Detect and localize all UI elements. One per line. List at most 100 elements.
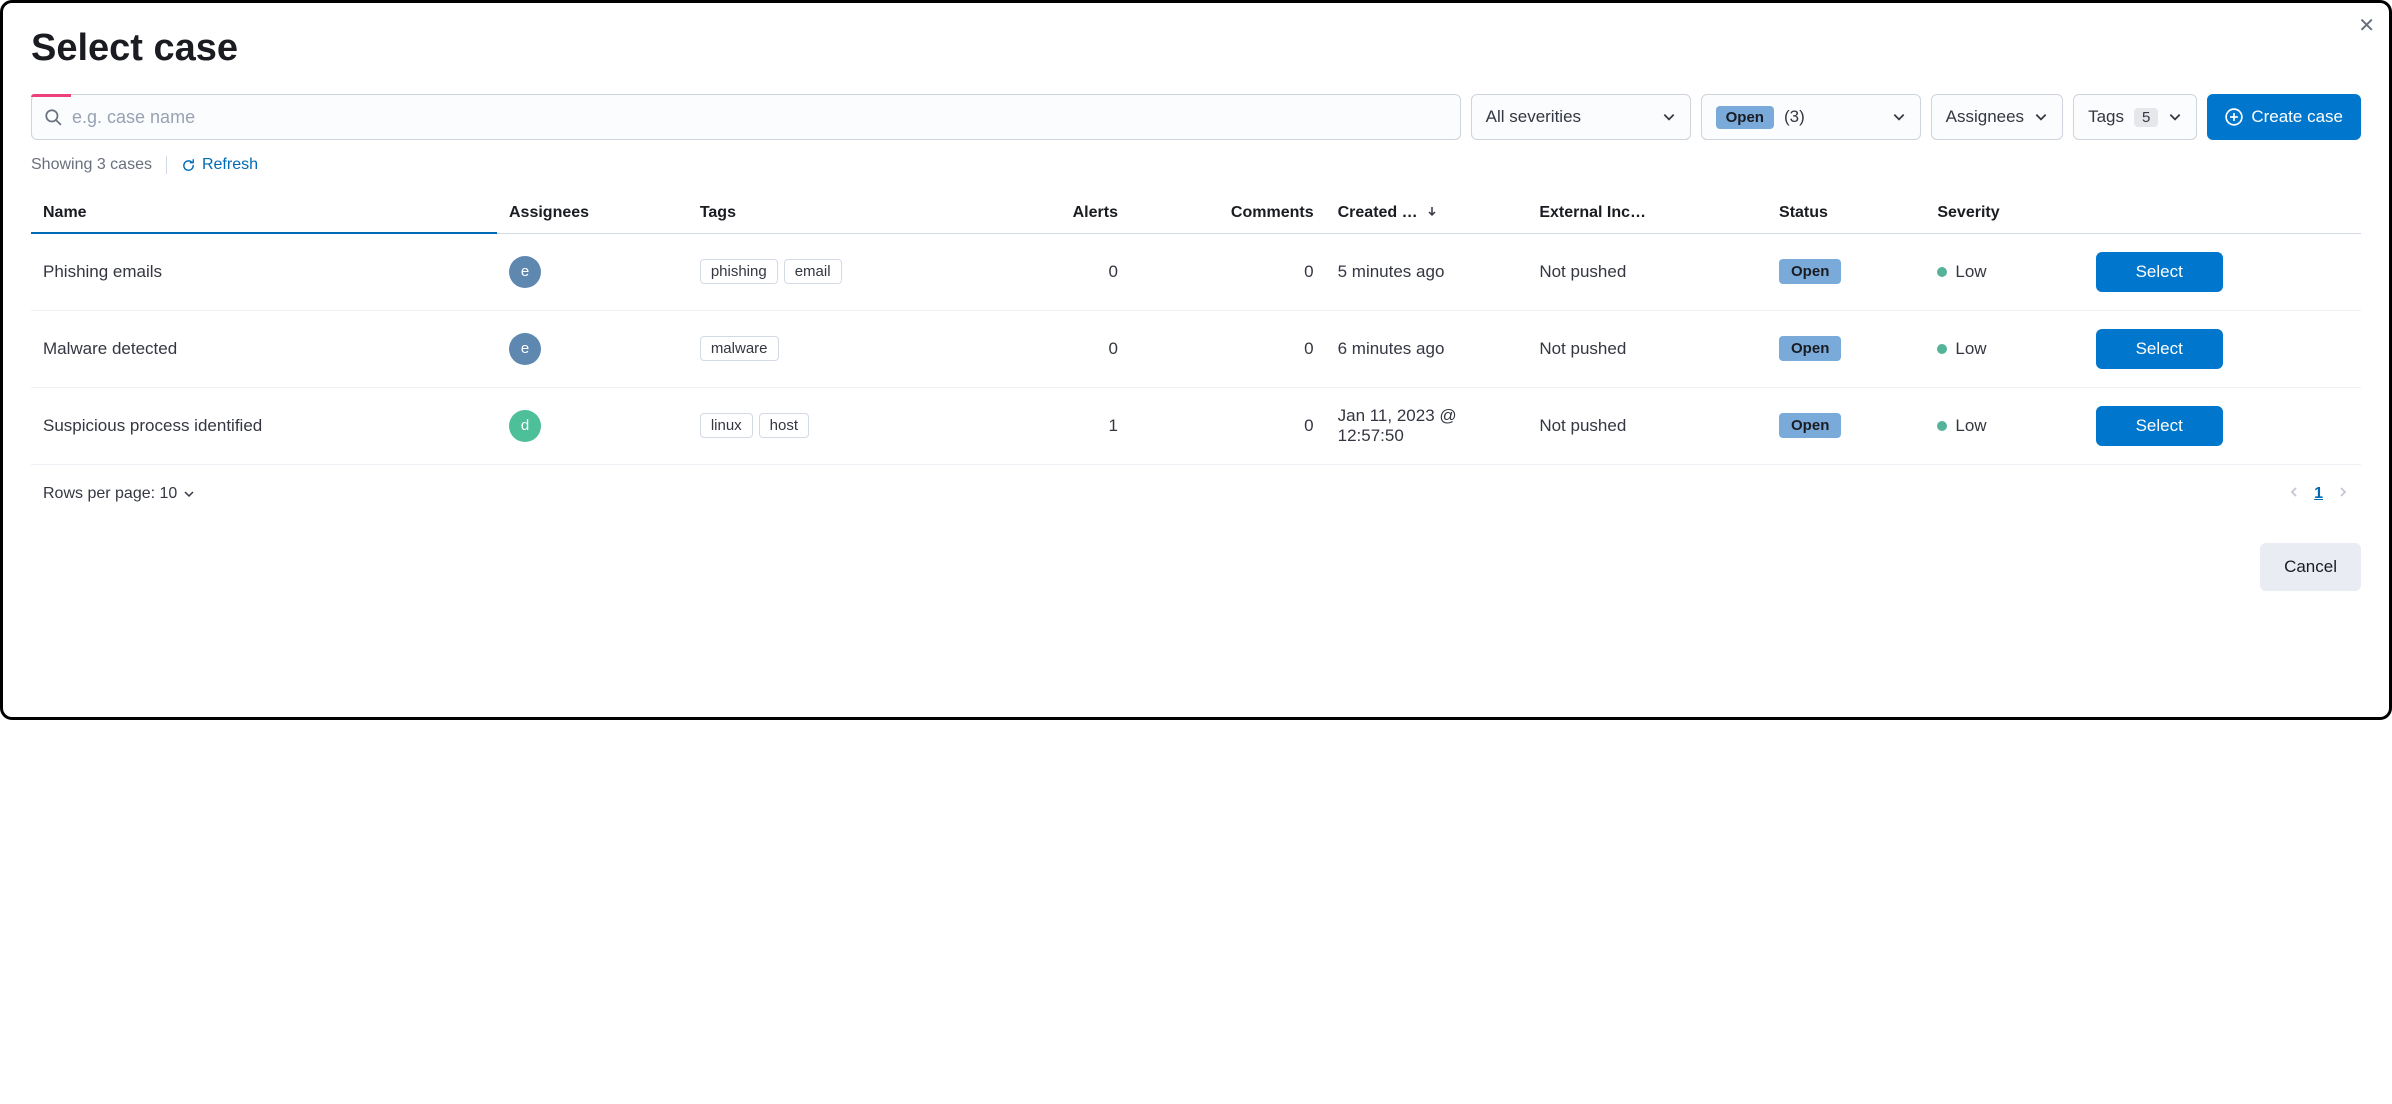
close-icon[interactable]: ✕ <box>2358 13 2375 38</box>
cell-name: Phishing emails <box>31 233 497 310</box>
tag: malware <box>700 336 779 361</box>
refresh-button[interactable]: Refresh <box>181 156 258 174</box>
table-footer: Rows per page: 10 1 <box>31 465 2361 503</box>
cancel-button[interactable]: Cancel <box>2260 543 2361 591</box>
cell-tags: phishingemail <box>688 233 1003 310</box>
cell-tags: malware <box>688 310 1003 387</box>
severity-dot-icon <box>1937 344 1947 354</box>
showing-count: Showing 3 cases <box>31 156 152 174</box>
cell-assignees: d <box>497 387 688 464</box>
col-external[interactable]: External Inc… <box>1527 194 1767 233</box>
col-status[interactable]: Status <box>1767 194 1925 233</box>
modal-footer: Cancel <box>31 543 2361 591</box>
avatar[interactable]: e <box>509 333 541 365</box>
cell-created: 6 minutes ago <box>1326 310 1528 387</box>
avatar[interactable]: d <box>509 410 541 442</box>
cell-comments: 0 <box>1130 310 1326 387</box>
pagination: 1 <box>2288 485 2349 503</box>
cell-status: Open <box>1767 310 1925 387</box>
loading-indicator <box>31 94 71 97</box>
rows-per-page-label: Rows per page: 10 <box>43 485 177 503</box>
cell-comments: 0 <box>1130 233 1326 310</box>
divider <box>166 156 167 174</box>
severity-label: Low <box>1955 262 1986 282</box>
tag: linux <box>700 413 753 438</box>
cell-comments: 0 <box>1130 387 1326 464</box>
cell-external: Not pushed <box>1527 233 1767 310</box>
results-meta: Showing 3 cases Refresh <box>31 156 2361 174</box>
col-created-label: Created … <box>1338 204 1418 221</box>
create-case-label: Create case <box>2251 107 2343 127</box>
status-badge: Open <box>1779 259 1841 284</box>
severity-filter[interactable]: All severities <box>1471 94 1691 140</box>
cell-action: Select <box>2084 310 2361 387</box>
table-row: Phishing emails e phishingemail 0 0 5 mi… <box>31 233 2361 310</box>
chevron-down-icon <box>1892 110 1906 124</box>
page-current[interactable]: 1 <box>2314 485 2323 503</box>
status-badge: Open <box>1779 336 1841 361</box>
select-button[interactable]: Select <box>2096 329 2223 369</box>
col-assignees[interactable]: Assignees <box>497 194 688 233</box>
cell-external: Not pushed <box>1527 310 1767 387</box>
refresh-icon <box>181 158 196 173</box>
search-icon <box>44 108 62 126</box>
select-button[interactable]: Select <box>2096 406 2223 446</box>
refresh-label: Refresh <box>202 156 258 174</box>
plus-circle-icon <box>2225 108 2243 126</box>
status-badge: Open <box>1779 413 1841 438</box>
chevron-down-icon <box>183 488 195 500</box>
assignees-filter-label: Assignees <box>1946 107 2024 127</box>
search-input[interactable] <box>62 107 1448 128</box>
status-filter-badge: Open <box>1716 106 1774 129</box>
status-filter-count: (3) <box>1784 107 1805 127</box>
col-tags[interactable]: Tags <box>688 194 1003 233</box>
cell-severity: Low <box>1925 310 2083 387</box>
create-case-button[interactable]: Create case <box>2207 94 2361 140</box>
cell-alerts: 0 <box>1003 233 1130 310</box>
avatar[interactable]: e <box>509 256 541 288</box>
chevron-down-icon <box>1662 110 1676 124</box>
tags-filter-count: 5 <box>2134 108 2158 127</box>
col-name[interactable]: Name <box>31 194 497 233</box>
tags-filter-label: Tags <box>2088 107 2124 127</box>
chevron-left-icon <box>2288 486 2300 498</box>
cell-status: Open <box>1767 387 1925 464</box>
severity-dot-icon <box>1937 421 1947 431</box>
assignees-filter[interactable]: Assignees <box>1931 94 2063 140</box>
severity-label: Low <box>1955 416 1986 436</box>
cell-tags: linuxhost <box>688 387 1003 464</box>
severity-dot-icon <box>1937 267 1947 277</box>
rows-per-page[interactable]: Rows per page: 10 <box>43 485 195 503</box>
filter-bar: All severities Open (3) Assignees Tags 5… <box>31 94 2361 140</box>
cell-action: Select <box>2084 387 2361 464</box>
cell-severity: Low <box>1925 387 2083 464</box>
cell-alerts: 0 <box>1003 310 1130 387</box>
cell-external: Not pushed <box>1527 387 1767 464</box>
sort-desc-icon <box>1426 205 1438 217</box>
cell-severity: Low <box>1925 233 2083 310</box>
chevron-right-icon <box>2337 486 2349 498</box>
col-severity[interactable]: Severity <box>1925 194 2083 233</box>
cell-action: Select <box>2084 233 2361 310</box>
chevron-down-icon <box>2168 110 2182 124</box>
select-case-modal: ✕ Select case All severities Open (3) As… <box>0 0 2392 720</box>
cell-assignees: e <box>497 310 688 387</box>
severity-filter-label: All severities <box>1486 107 1581 127</box>
chevron-down-icon <box>2034 110 2048 124</box>
select-button[interactable]: Select <box>2096 252 2223 292</box>
search-input-wrap[interactable] <box>31 94 1461 140</box>
cell-created: 5 minutes ago <box>1326 233 1528 310</box>
cell-assignees: e <box>497 233 688 310</box>
severity-label: Low <box>1955 339 1986 359</box>
tag: host <box>759 413 809 438</box>
prev-page[interactable] <box>2288 485 2300 503</box>
col-comments[interactable]: Comments <box>1130 194 1326 233</box>
tags-filter[interactable]: Tags 5 <box>2073 94 2197 140</box>
col-alerts[interactable]: Alerts <box>1003 194 1130 233</box>
status-filter[interactable]: Open (3) <box>1701 94 1921 140</box>
next-page[interactable] <box>2337 485 2349 503</box>
modal-title: Select case <box>31 27 2361 70</box>
col-created[interactable]: Created … <box>1326 194 1528 233</box>
table-row: Malware detected e malware 0 0 6 minutes… <box>31 310 2361 387</box>
cell-name: Malware detected <box>31 310 497 387</box>
